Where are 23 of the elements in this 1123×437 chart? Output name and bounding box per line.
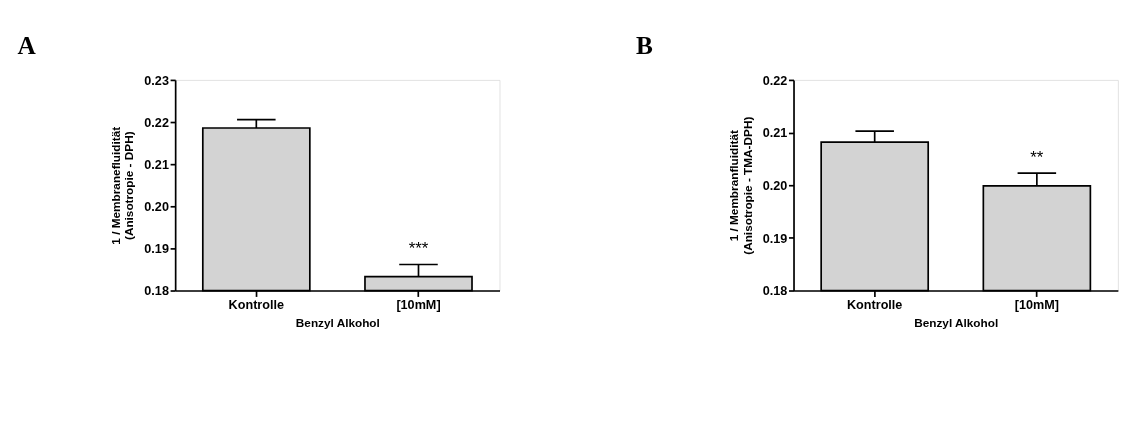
y-tick-label: 0.20	[144, 199, 169, 214]
y-tick-label: 0.21	[144, 157, 169, 172]
y-tick-label: 0.22	[144, 115, 169, 130]
y-tick-label: 0.23	[144, 73, 169, 88]
y-tick-label: 0.18	[762, 284, 788, 299]
x-tick-label: [10mM]	[396, 297, 441, 312]
y-tick-label: 0.20	[762, 178, 788, 193]
y-tick-label: 0.19	[762, 231, 788, 246]
annotation: ***	[408, 239, 429, 259]
x-tick-label: [10mM]	[1014, 297, 1059, 312]
x-axis-title: Benzyl Alkohol	[914, 316, 999, 330]
chart-title: A	[17, 30, 37, 59]
y-tick-label: 0.22	[762, 73, 788, 88]
y-tick-label: 0.19	[144, 242, 169, 257]
y-axis-title: 1 / Membranefluidität (Anisotropie - DPH)	[108, 126, 136, 245]
x-tick-label: Kontrolle	[228, 297, 285, 312]
x-axis-title: Benzyl Alkohol	[295, 316, 380, 330]
annotation: **	[1030, 148, 1044, 168]
y-axis-title: 1 / Membranfluidität (Anisotropie - TMA-DPH)	[727, 116, 754, 255]
chart-title: B	[635, 30, 653, 59]
y-tick-label: 0.21	[762, 126, 788, 141]
x-tick-label: Kontrolle	[846, 297, 903, 312]
y-tick-label: 0.18	[144, 284, 169, 299]
